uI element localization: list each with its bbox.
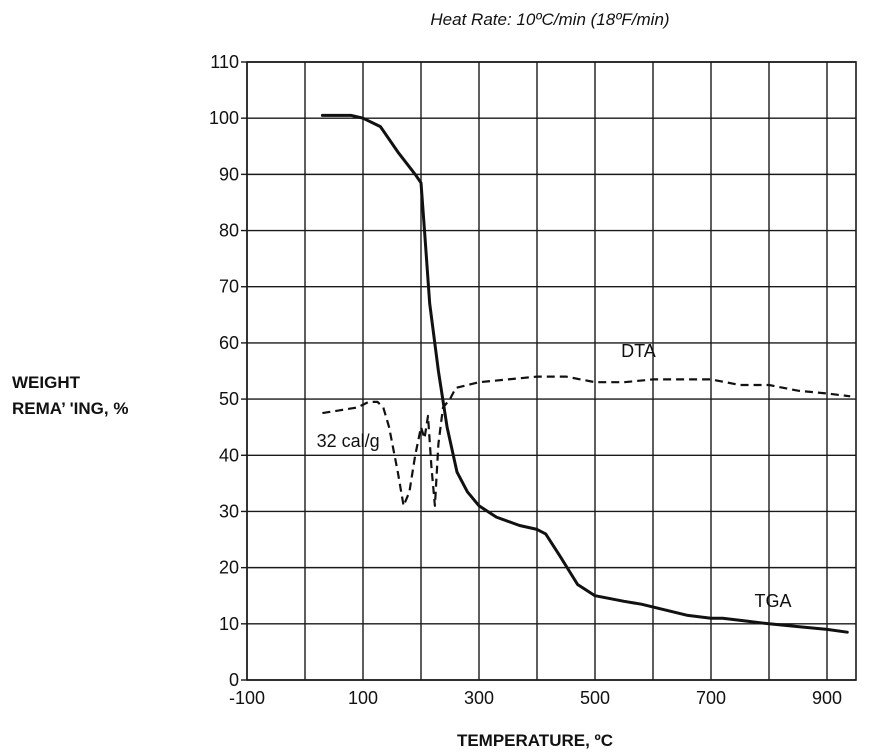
y-tick-label: 90 — [219, 164, 239, 184]
x-axis-ticks: -100 100 300 500 700 900 — [229, 688, 842, 708]
annotation-label: TGA — [755, 591, 792, 611]
y-axis-title-line-2: REMA’ 'ING, % — [12, 399, 128, 418]
y-tick-label: 50 — [219, 389, 239, 409]
y-axis-title-line-1: WEIGHT — [12, 373, 81, 392]
data-series — [320, 113, 851, 634]
y-tick-label: 30 — [219, 501, 239, 521]
y-tick-label: 20 — [219, 558, 239, 578]
y-tick-label: 10 — [219, 614, 239, 634]
y-tick-label: 100 — [209, 108, 239, 128]
series-line-tga — [320, 113, 849, 634]
annotation-label: 32 cal/g — [317, 431, 380, 451]
y-tick-label: 60 — [219, 333, 239, 353]
x-axis-title: TEMPERATURE, ºC — [457, 731, 613, 750]
plot-frame — [246, 61, 857, 681]
y-tick-label: 0 — [229, 670, 239, 690]
y-axis-ticks: 0 10 20 30 40 50 60 70 80 90 100 110 — [209, 52, 247, 690]
chart-annotations: DTA 32 cal/g TGA — [317, 341, 792, 611]
chart-subtitle: Heat Rate: 10ºC/min (18ºF/min) — [430, 10, 669, 29]
y-tick-label: 40 — [219, 445, 239, 465]
x-tick-label: 100 — [348, 688, 378, 708]
x-tick-label: 500 — [580, 688, 610, 708]
grid-lines — [246, 61, 856, 681]
y-tick-label: 80 — [219, 221, 239, 241]
annotation-label: DTA — [621, 341, 656, 361]
series-line-dta — [322, 375, 851, 507]
x-tick-label: -100 — [229, 688, 265, 708]
y-tick-label: 110 — [210, 52, 239, 72]
x-tick-label: 300 — [464, 688, 494, 708]
x-tick-label: 900 — [812, 688, 842, 708]
x-tick-label: 700 — [696, 688, 726, 708]
y-tick-label: 70 — [219, 277, 239, 297]
